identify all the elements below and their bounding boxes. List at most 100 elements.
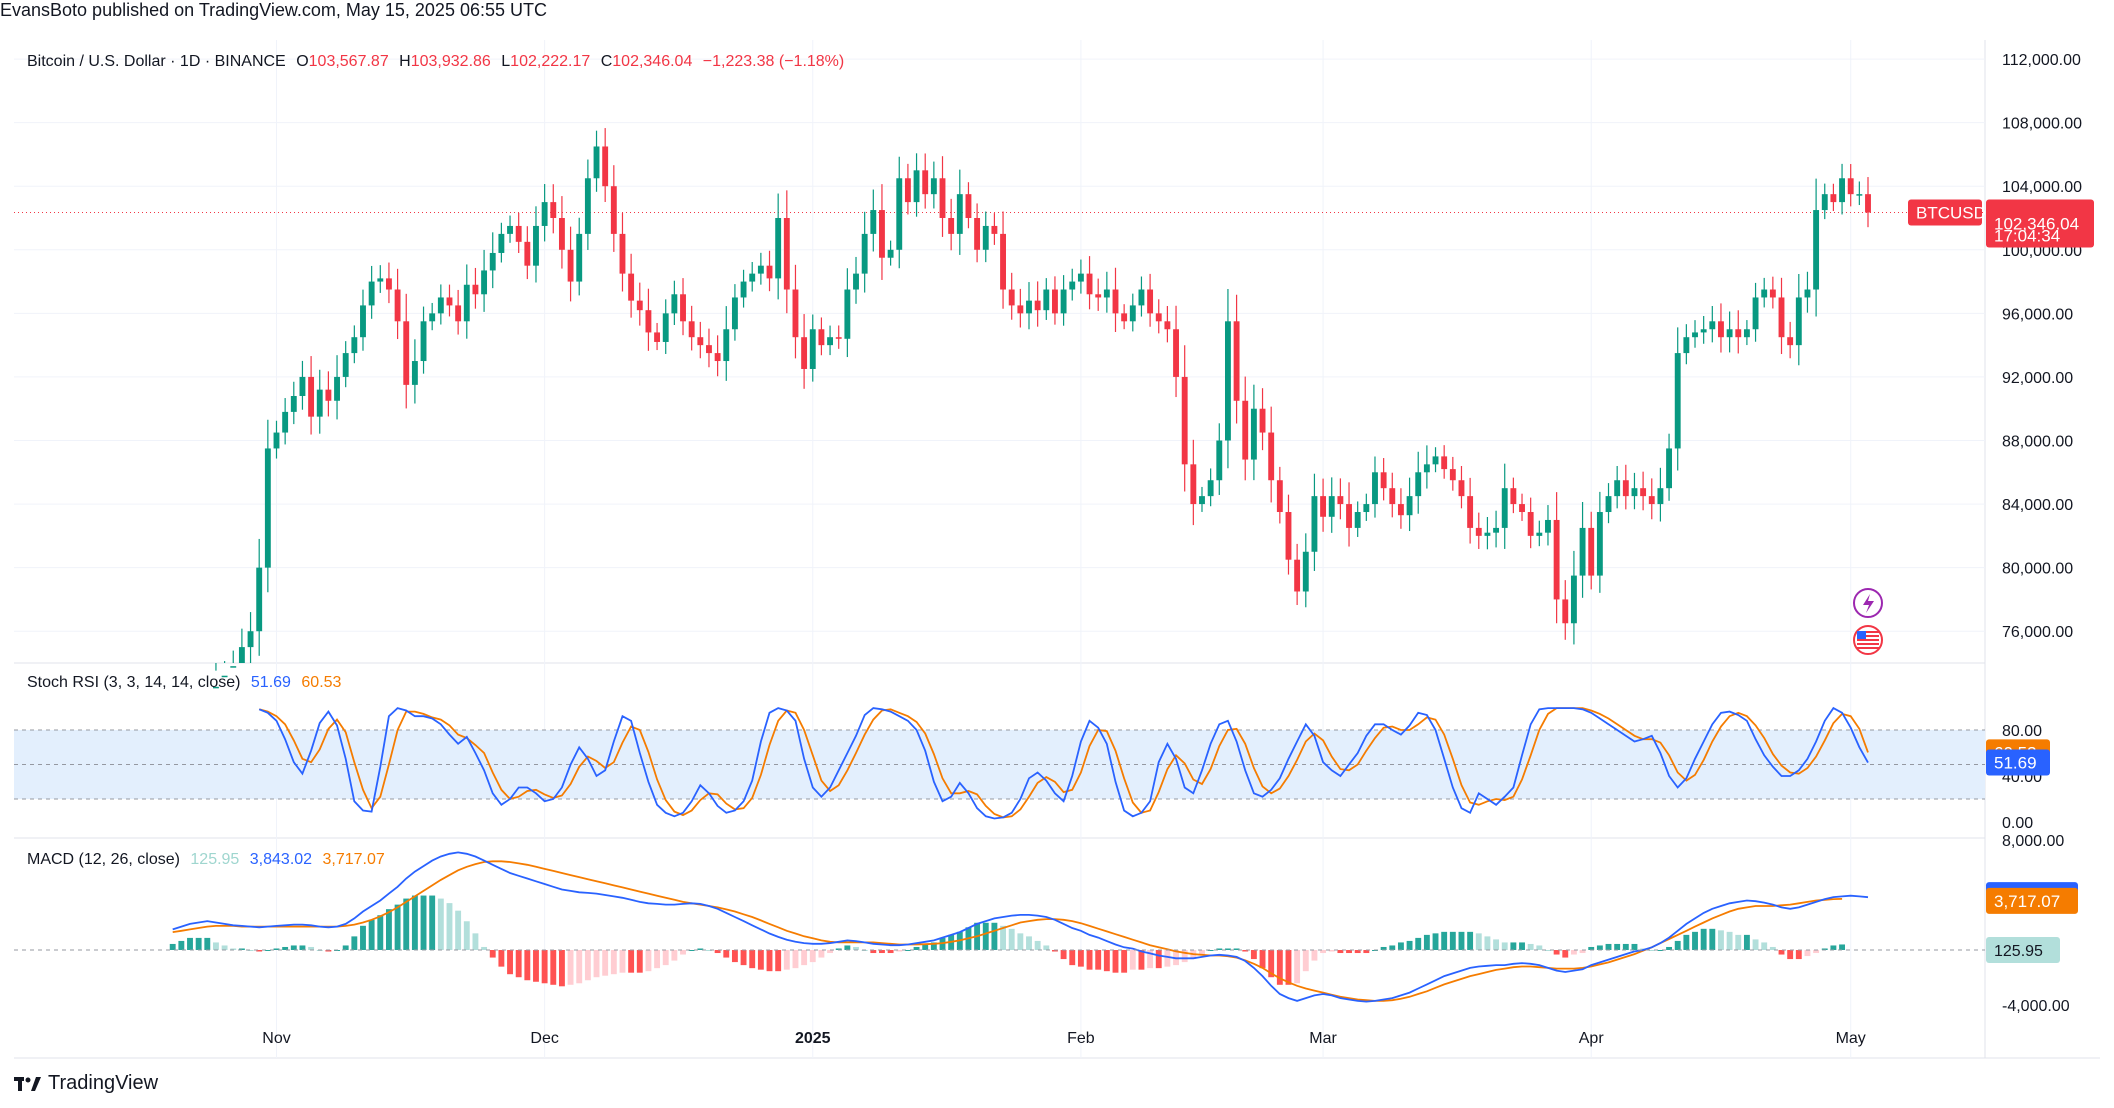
candle-body [437,297,444,314]
candle-body [775,218,782,279]
macd-hist-bar [1510,942,1517,950]
macd-hist-bar [671,950,678,961]
candle [1190,439,1197,526]
macd-hist-bar [1657,950,1664,951]
macd-hist-bar [472,933,479,950]
candle-body [1666,448,1673,489]
candle [1346,482,1352,547]
candle-body [1077,273,1084,282]
stoch-band [14,729,1985,800]
macd-hist-bar [1588,946,1595,950]
macd-hist-bar [706,950,712,951]
candle [714,335,721,377]
candle [1052,276,1058,325]
candle-body [342,353,349,377]
candle-body [688,321,695,338]
macd-hist-bar [1769,946,1776,950]
candle [1449,456,1456,491]
macd-hist-bar [1718,930,1724,950]
tradingview-brand[interactable]: TradingView [14,1072,158,1095]
candle-body [1294,559,1301,592]
macd-hist-bar [697,948,704,950]
candle [342,341,349,388]
macd-hist-bar [213,942,219,950]
macd-hist-bar [982,922,989,950]
candle-body [818,329,825,346]
macd-hist-bar [1743,934,1750,950]
candle [1570,550,1577,645]
candle-body [264,448,271,568]
macd-hist-bar [1631,943,1638,950]
macd-hist-bar [1493,939,1500,950]
time-axis-label: Mar [1309,1030,1337,1047]
stoch-k-tag-bg [1986,749,2050,776]
candle-body [930,178,937,195]
candle [1692,320,1698,348]
macd-hist-bar [1069,950,1076,966]
us-flag-event-icon [1853,625,1883,655]
candle [1752,282,1759,342]
macd-hist-bar [360,925,366,950]
candle-body [1372,472,1378,505]
macd-hist-bar [1354,950,1361,954]
candle-body [783,218,790,290]
candle [1155,299,1162,334]
candle [1250,384,1257,481]
stoch-legend[interactable]: Stoch RSI (3, 3, 14, 14, close) 51.69 60… [27,674,347,692]
candle [602,128,609,202]
macd-hist-bar [446,903,453,950]
candle [1821,183,1828,220]
candle-body [870,210,877,234]
candle [1562,580,1569,640]
candle-body [489,252,496,271]
macd-hist-bar [1562,950,1569,958]
candle [697,321,704,359]
candle-body [1008,289,1015,306]
candle-body [1224,321,1231,441]
change-value: −1,223.38 (−1.18%) [702,53,845,70]
candle [1865,177,1871,228]
candle-body [896,178,903,250]
candle-body [1614,480,1621,497]
candle [1536,520,1543,547]
candle [1354,501,1361,537]
candle-body [1778,297,1785,338]
candle [550,184,557,234]
candle-body [619,233,626,274]
candle-body [861,233,868,274]
candle-body [956,194,963,234]
candle-body [610,186,617,234]
macd-hist-bar [1216,948,1223,950]
candle-body [1242,400,1249,460]
candle-body [879,210,885,258]
candle-body [654,332,661,342]
candle [965,182,972,229]
macd-hist-bar [1839,944,1845,950]
macd-hist-bar [1199,950,1205,955]
candle-body [1423,464,1430,473]
candle-body [1069,281,1076,290]
candle [645,288,652,351]
candle [299,360,306,410]
candle-body [1536,532,1543,536]
candle-body [1562,599,1569,624]
flag-stripe [1857,647,1879,649]
main-legend[interactable]: Bitcoin / U.S. Dollar · 1D · BINANCE O10… [27,53,850,71]
candle-body [1631,488,1638,497]
macd-legend[interactable]: MACD (12, 26, close) 125.95 3,843.02 3,7… [27,851,391,869]
macd-hist-bar [1311,950,1318,961]
candle [1017,288,1024,328]
candle-body [1657,488,1664,505]
macd-hist-bar [1121,950,1128,973]
macd-hist-bar [792,950,799,969]
macd-hist-bar [264,950,271,951]
candle-body [1545,519,1551,533]
candle [809,314,816,382]
macd-hist-bar [1181,950,1188,963]
macd-hist-bar [991,922,998,950]
candle-body [1346,504,1352,528]
candle-body [455,305,462,322]
macd-hist-bar [342,945,349,950]
macd-hist-bar [377,915,384,950]
